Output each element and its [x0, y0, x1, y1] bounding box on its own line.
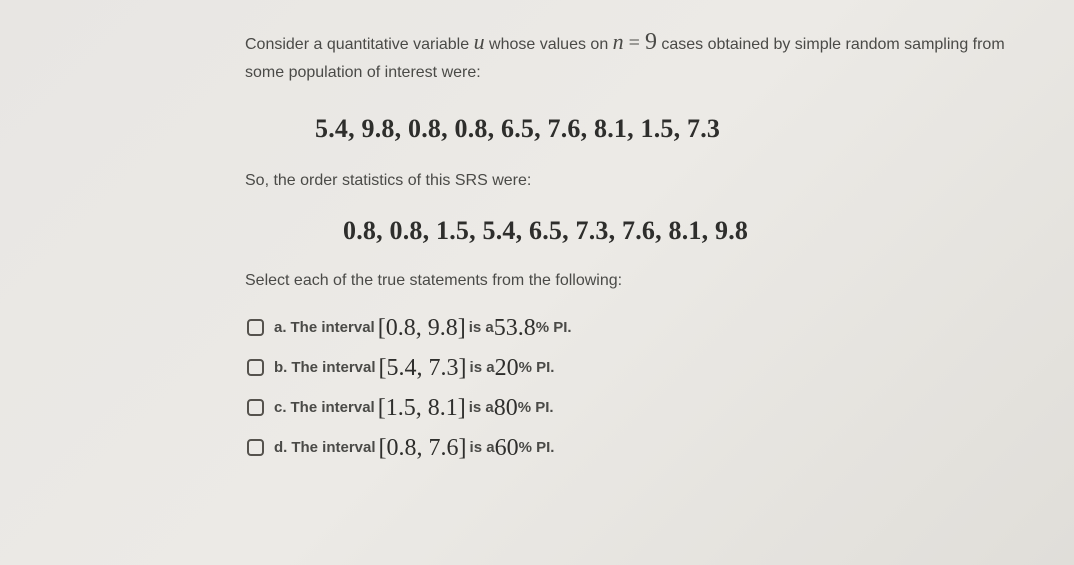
option-pct: 20 — [495, 352, 519, 384]
n-value: 9 — [645, 29, 657, 55]
option-suffix: % PI. — [519, 352, 555, 384]
option-suffix: % PI. — [519, 432, 555, 464]
variable-n: n — [613, 29, 624, 54]
option-b[interactable]: b. The interval [5.4, 7.3] is a 20% PI. — [247, 352, 1005, 384]
option-pre: The interval — [291, 392, 375, 424]
option-mid: is a — [470, 432, 495, 464]
option-interval: [5.4, 7.3] — [379, 352, 467, 384]
option-letter: a. — [274, 312, 287, 344]
option-interval: [1.5, 8.1] — [378, 392, 466, 424]
option-mid: is a — [469, 392, 494, 424]
option-suffix: % PI. — [518, 392, 554, 424]
select-prompt: Select each of the true statements from … — [245, 272, 1005, 290]
option-pct: 60 — [495, 432, 519, 464]
intro-text: Consider a quantitative variable u whose… — [245, 24, 1005, 86]
option-pct: 80 — [494, 392, 518, 424]
option-suffix: % PI. — [536, 312, 572, 344]
checkbox-c[interactable] — [247, 399, 264, 416]
equals-sign: = — [624, 32, 645, 54]
option-d[interactable]: d. The interval [0.8, 7.6] is a 60% PI. — [247, 432, 1005, 464]
option-pct: 53.8 — [494, 312, 536, 344]
option-mid: is a — [470, 352, 495, 384]
option-mid: is a — [469, 312, 494, 344]
option-pre: The interval — [291, 352, 375, 384]
option-pre: The interval — [291, 312, 375, 344]
checkbox-a[interactable] — [247, 319, 264, 336]
checkbox-b[interactable] — [247, 359, 264, 376]
raw-data-values: 5.4, 9.8, 0.8, 0.8, 6.5, 7.6, 8.1, 1.5, … — [315, 114, 1005, 144]
option-pre: The interval — [291, 432, 375, 464]
option-letter: b. — [274, 352, 287, 384]
option-interval: [0.8, 7.6] — [379, 432, 467, 464]
option-a[interactable]: a. The interval [0.8, 9.8] is a 53.8% PI… — [247, 312, 1005, 344]
option-interval: [0.8, 9.8] — [378, 312, 466, 344]
intro-part1: Consider a quantitative variable — [245, 36, 474, 53]
option-letter: c. — [274, 392, 287, 424]
variable-u: u — [474, 29, 485, 54]
order-stats-intro: So, the order statistics of this SRS wer… — [245, 172, 1005, 190]
question-content: Consider a quantitative variable u whose… — [245, 24, 1005, 464]
checkbox-d[interactable] — [247, 439, 264, 456]
options-list: a. The interval [0.8, 9.8] is a 53.8% PI… — [247, 312, 1005, 464]
page: Consider a quantitative variable u whose… — [0, 0, 1074, 464]
option-c[interactable]: c. The interval [1.5, 8.1] is a 80% PI. — [247, 392, 1005, 424]
ordered-data-values: 0.8, 0.8, 1.5, 5.4, 6.5, 7.3, 7.6, 8.1, … — [343, 216, 1005, 246]
option-letter: d. — [274, 432, 287, 464]
intro-part2: whose values on — [485, 36, 613, 53]
